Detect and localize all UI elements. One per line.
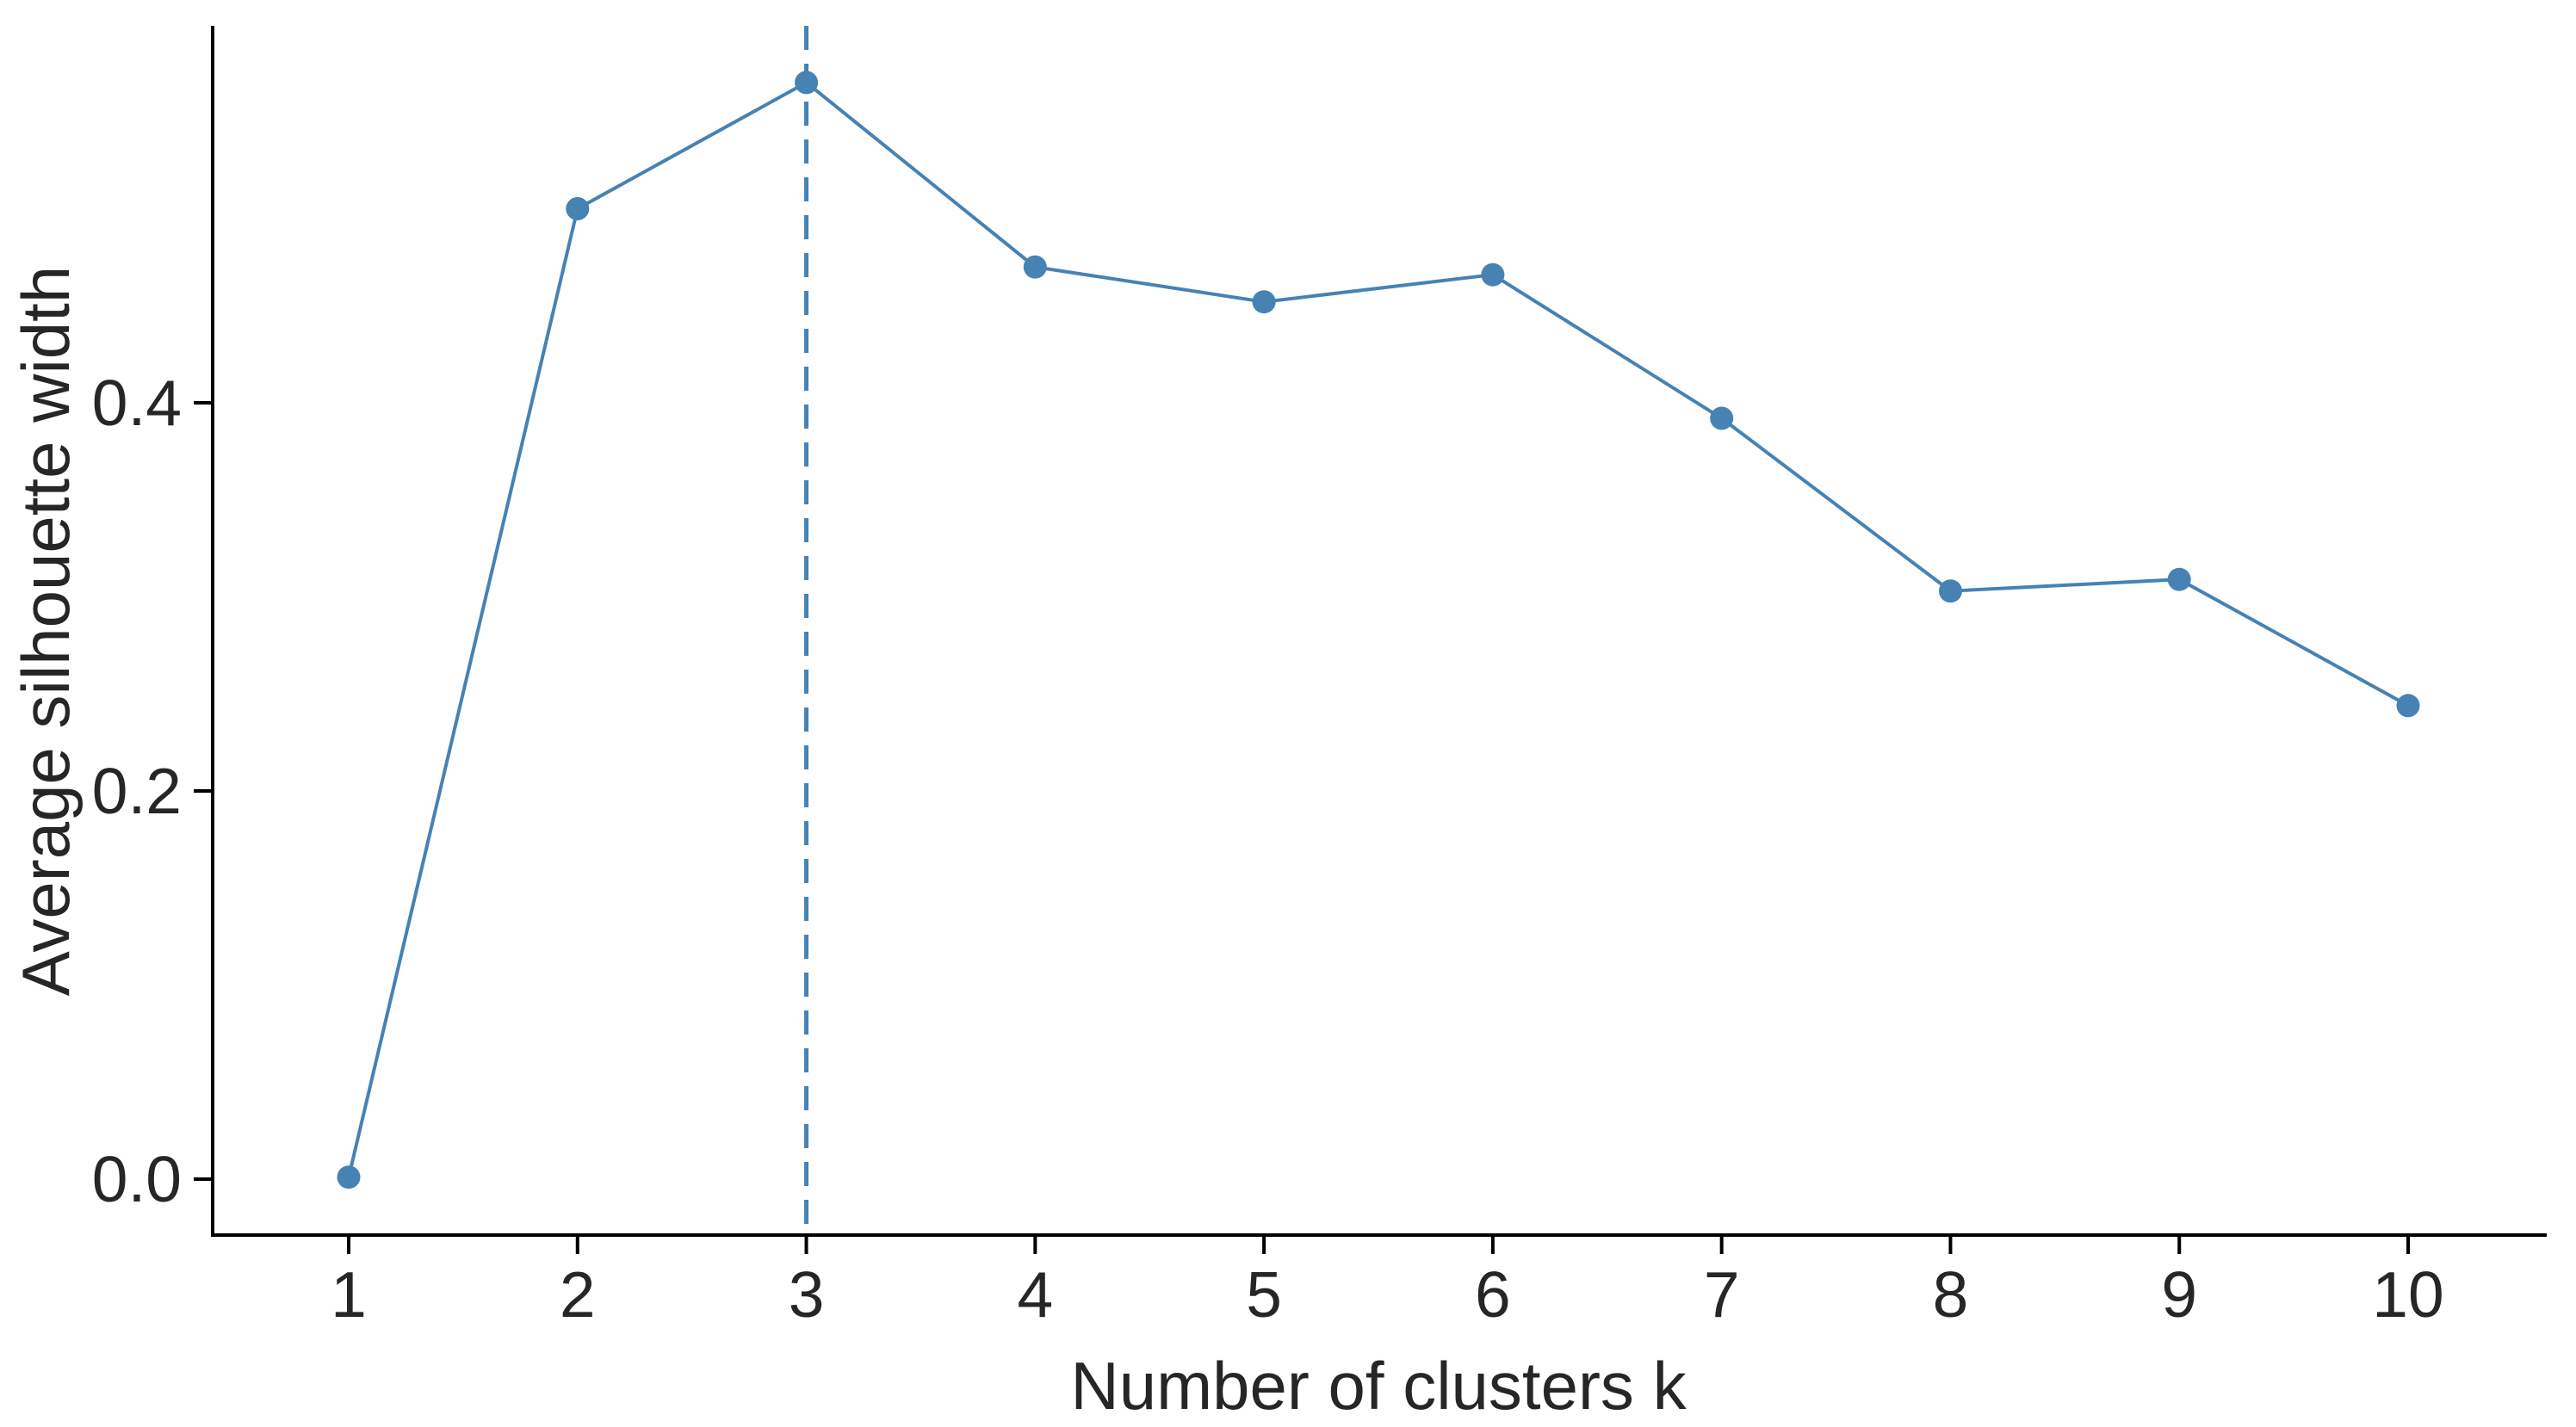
- x-tick-label: 10: [2372, 1258, 2443, 1331]
- series-line: [347, 80, 2409, 1178]
- y-tick-label: 0.0: [92, 1143, 182, 1215]
- x-tick-label: 4: [1017, 1258, 1053, 1331]
- y-axis-title: Average silhouette width: [8, 266, 84, 996]
- x-tick-label: 7: [1704, 1258, 1740, 1331]
- x-tick-label: 2: [560, 1258, 596, 1331]
- data-point: [2396, 694, 2420, 718]
- y-tick-label: 0.2: [92, 755, 182, 827]
- data-point: [1252, 290, 1276, 314]
- data-point: [2167, 567, 2191, 591]
- data-point: [566, 197, 590, 220]
- x-tick-label: 9: [2161, 1258, 2197, 1331]
- x-axis-title: Number of clusters k: [1070, 1348, 1687, 1424]
- data-point: [795, 71, 819, 95]
- data-point: [337, 1165, 361, 1189]
- x-tick-label: 8: [1933, 1258, 1969, 1331]
- data-point: [1710, 406, 1734, 430]
- series-layer: [337, 71, 2420, 1189]
- axes-layer: 0.0 0.2 0.4 1 2 3 4 5 6 7 8 9 10: [92, 26, 2547, 1331]
- x-tick-label: 5: [1246, 1258, 1282, 1331]
- data-point: [1481, 263, 1505, 287]
- x-tick-label: 3: [789, 1258, 825, 1331]
- data-point: [1023, 255, 1047, 279]
- x-tick-label: 6: [1475, 1258, 1511, 1331]
- x-tick-label: 1: [331, 1258, 367, 1331]
- data-point: [1939, 579, 1962, 603]
- y-tick-label: 0.4: [92, 367, 182, 439]
